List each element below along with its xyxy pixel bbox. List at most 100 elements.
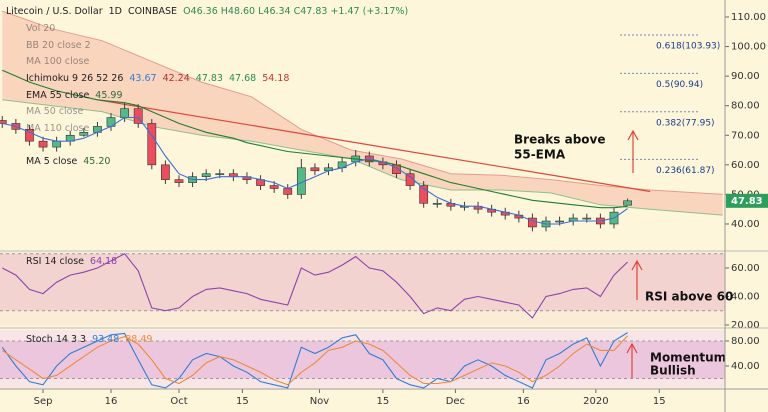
y-tick-label: 70.00 bbox=[731, 130, 760, 141]
candle-body bbox=[623, 200, 632, 206]
indicator-legend: EMA 55 close 45.99 bbox=[26, 90, 123, 101]
y-tick-label: 40.00 bbox=[731, 219, 760, 230]
candle-body bbox=[201, 173, 211, 177]
legend-part: Litecoin / U.S. Dollar bbox=[6, 6, 103, 17]
last-price-label: 47.83 bbox=[731, 196, 763, 207]
indicator-legend: MA 50 close bbox=[26, 106, 83, 117]
candle-body bbox=[0, 120, 7, 124]
candle-body bbox=[120, 108, 129, 118]
legend-title: Litecoin / U.S. Dollar 1D COINBASE O46.36 H… bbox=[6, 6, 408, 17]
candle-body bbox=[52, 140, 62, 148]
indicator-name: Vol 20 bbox=[26, 23, 55, 34]
candle-body bbox=[79, 132, 89, 136]
indicator-name: MA 110 close bbox=[26, 123, 89, 134]
y-tick-label: 110.00 bbox=[731, 12, 766, 23]
pane-value: 64.18 bbox=[90, 256, 117, 267]
annotation: Momentum bbox=[650, 351, 726, 365]
indicator-name: MA 100 close bbox=[26, 56, 89, 67]
indicator-name: Ichimoku 9 26 52 26 bbox=[26, 73, 123, 84]
indicator-value: 45.99 bbox=[95, 90, 122, 101]
fib-label: 0.618(103.93) bbox=[656, 41, 720, 51]
trendline bbox=[97, 99, 651, 193]
y-tick-label: 100.00 bbox=[731, 42, 766, 53]
arrow bbox=[631, 259, 643, 300]
arrows bbox=[626, 129, 643, 378]
annotation: 55-EMA bbox=[514, 148, 566, 162]
indicator-value: 47.83 bbox=[196, 73, 223, 84]
indicator-line bbox=[1, 335, 629, 386]
x-tick-label: Nov bbox=[310, 396, 330, 407]
indicator-line bbox=[2, 253, 628, 319]
candle-body bbox=[419, 185, 429, 204]
band bbox=[0, 253, 725, 311]
fib-label: 0.236(61.87) bbox=[656, 166, 715, 176]
x-tick-label: 15 bbox=[236, 396, 249, 407]
y-tick-label: 40.00 bbox=[731, 291, 760, 302]
pane-title: RSI 14 close bbox=[26, 256, 84, 267]
indicator-line bbox=[1, 332, 628, 389]
indicator-legend: Ichimoku 9 26 52 26 43.67 42.24 47.83 47.68 5… bbox=[26, 73, 289, 84]
y-tick-label: 90.00 bbox=[731, 71, 760, 82]
x-tick-label: 15 bbox=[377, 396, 390, 407]
indicator-legend: MA 110 close bbox=[26, 123, 89, 134]
legend-part: O46.36 H48.60 L46.34 C47.83 +1.47 (+3.17… bbox=[183, 6, 408, 17]
legend-part: COINBASE bbox=[128, 6, 177, 17]
arrow bbox=[626, 342, 638, 378]
candle-body bbox=[133, 108, 143, 124]
y-tick-label: 80.00 bbox=[731, 101, 760, 112]
candle-body bbox=[269, 185, 279, 189]
candle-body bbox=[215, 173, 225, 176]
pane-legend: RSI 14 close 64.18 bbox=[26, 256, 117, 267]
indicator-name: BB 20 close 2 bbox=[26, 40, 91, 51]
arrow bbox=[627, 129, 639, 173]
annotation: Breaks above bbox=[514, 133, 606, 147]
pane-value: 88.49 bbox=[125, 334, 152, 345]
x-tick-label: 15 bbox=[653, 396, 666, 407]
candle-body bbox=[174, 179, 184, 183]
indicator-value: 47.68 bbox=[229, 73, 256, 84]
candle-body bbox=[161, 164, 170, 180]
x-tick-label: Sep bbox=[34, 396, 53, 407]
legend-part: 1D bbox=[109, 6, 122, 17]
indicator-line bbox=[2, 116, 628, 225]
candle-body bbox=[528, 217, 537, 228]
indicator-legend: MA 5 close 45.20 bbox=[26, 156, 110, 167]
annotation: RSI above 60 bbox=[645, 290, 733, 304]
x-tick-label: 2020 bbox=[583, 396, 608, 407]
y-tick-label: 40.00 bbox=[731, 361, 760, 372]
cloud-upper bbox=[2, 10, 723, 195]
candle-body bbox=[25, 129, 34, 142]
ichimoku-cloud bbox=[2, 11, 723, 216]
candle-body bbox=[38, 140, 48, 148]
indicator-value: 43.67 bbox=[129, 73, 156, 84]
pane-legend: Stoch 14 3 3 93.48 88.49 bbox=[26, 334, 152, 345]
indicator-line bbox=[2, 69, 628, 209]
pane-title: Stoch 14 3 3 bbox=[26, 334, 86, 345]
candle-body bbox=[310, 167, 320, 172]
indicator-name: EMA 55 close bbox=[26, 90, 89, 101]
x-tick-label: Oct bbox=[170, 396, 187, 407]
x-tick-label: 16 bbox=[517, 396, 530, 407]
indicator-legend: Vol 20 bbox=[26, 23, 55, 34]
x-tick-label: Dec bbox=[446, 396, 465, 407]
fib-label: 0.5(90.94) bbox=[656, 80, 703, 90]
band bbox=[0, 341, 725, 379]
indicator-value: 45.20 bbox=[83, 156, 110, 167]
candle-body bbox=[147, 123, 157, 166]
candle-body bbox=[582, 217, 592, 220]
y-tick-label: 60.00 bbox=[731, 160, 760, 171]
y-tick-label: 80.00 bbox=[731, 336, 760, 347]
y-tick-label: 20.00 bbox=[731, 320, 760, 331]
indicator-name: MA 50 close bbox=[26, 106, 83, 117]
annotation: Bullish bbox=[650, 364, 696, 378]
y-tick-label: 60.00 bbox=[731, 263, 760, 274]
indicator-legend: BB 20 close 2 bbox=[26, 40, 91, 51]
candle-body bbox=[432, 202, 442, 205]
candle-body bbox=[283, 188, 293, 195]
pane-value: 93.48 bbox=[92, 334, 119, 345]
x-tick-label: 16 bbox=[105, 396, 118, 407]
plot-layer: 110.00100.0090.0080.0070.0060.0050.0040.… bbox=[0, 6, 768, 407]
indicator-value: 54.18 bbox=[262, 73, 289, 84]
indicator-name: MA 5 close bbox=[26, 156, 77, 167]
